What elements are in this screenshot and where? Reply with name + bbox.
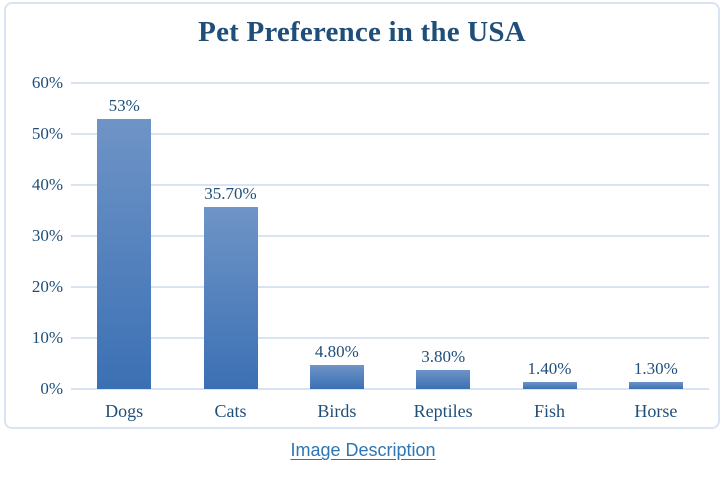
bar-dogs	[97, 118, 152, 389]
category-label-cats: Cats	[214, 401, 247, 421]
category-label-birds: Birds	[317, 401, 357, 421]
gridline	[71, 235, 709, 237]
caption-row: Image Description	[0, 440, 726, 461]
category-label-fish: Fish	[533, 401, 566, 421]
plot-area: 0% 10% 20% 30% 40% 50% 60% 53% Dogs 35.70% Cats 4.8…	[32, 73, 709, 421]
y-tick-label: 60%	[31, 73, 63, 92]
bar-value-label: 1.30%	[633, 359, 678, 379]
y-tick-label: 0%	[40, 379, 63, 398]
gridline	[71, 286, 709, 288]
chart-card: Pet Preference in the USA 0% 10% 20% 30% 40%…	[4, 2, 720, 429]
gridline	[71, 388, 709, 390]
y-tick-label: 30%	[31, 226, 63, 245]
bar-reptiles	[416, 369, 471, 389]
image-description-link[interactable]: Image Description	[290, 440, 436, 460]
gridline	[71, 133, 709, 135]
bar-value-label: 35.70%	[204, 183, 257, 203]
category-label-dogs: Dogs	[105, 401, 144, 421]
bar-fish	[522, 381, 577, 389]
y-tick-label: 40%	[31, 175, 63, 194]
bar-horse	[628, 382, 683, 389]
gridline	[71, 184, 709, 186]
category-label-horse: Horse	[634, 401, 678, 421]
y-tick-label: 10%	[31, 328, 63, 347]
y-tick-label: 20%	[31, 277, 63, 296]
category-label-reptiles: Reptiles	[413, 401, 473, 421]
bar-cats	[203, 206, 258, 389]
y-tick-label: 50%	[31, 124, 63, 143]
bar-value-label: 3.80%	[421, 346, 466, 366]
gridline	[71, 82, 709, 84]
bar-value-label: 1.40%	[527, 358, 572, 378]
gridline	[71, 337, 709, 339]
bar-value-label: 4.80%	[314, 341, 359, 361]
bar-birds	[309, 364, 364, 389]
chart-title: Pet Preference in the USA	[198, 16, 526, 48]
bar-value-label: 53%	[108, 95, 140, 115]
